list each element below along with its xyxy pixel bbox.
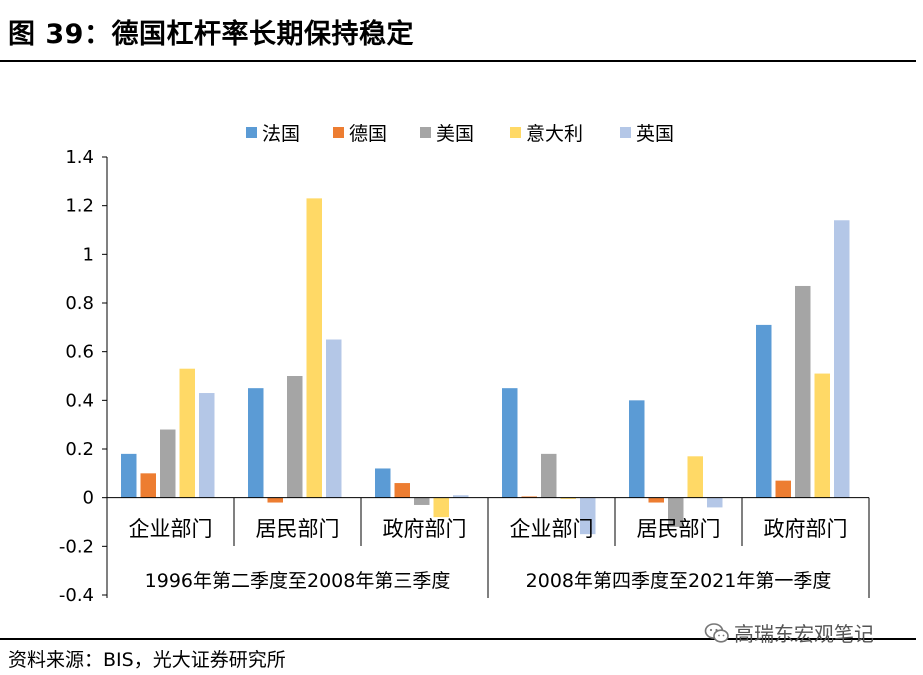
y-axis-ticks: 1.4 1.2 1 0.8 0.6 0.4 0.2 0 -0.2 -0.4 (59, 147, 107, 606)
bar-s3-c4 (687, 456, 703, 498)
y-tick-label-5: 0.4 (65, 390, 94, 411)
bar-s1-c4 (648, 497, 664, 503)
title-rule (0, 60, 916, 62)
bar-s0-c0 (121, 453, 137, 498)
bar-s0-c2 (375, 468, 391, 498)
group-label-1: 2008年第四季度至2021年第一季度 (526, 570, 832, 592)
bar-s3-c2 (433, 497, 449, 518)
bar-s0-c5 (756, 324, 772, 498)
bar-marks (121, 198, 850, 535)
y-tick-label-6: 0.2 (65, 439, 94, 460)
category-label-3: 企业部门 (510, 517, 594, 541)
chart-axes (106, 157, 870, 598)
y-tick-label-3: 0.8 (65, 293, 94, 314)
bar-s4-c1 (326, 339, 342, 498)
y-tick-label-8: -0.2 (59, 536, 94, 557)
legend-swatch-2 (420, 127, 431, 138)
figure-title: 图 39：德国杠杆率长期保持稳定 (8, 19, 414, 50)
bar-s1-c3 (521, 496, 537, 498)
legend-label-1: 德国 (349, 123, 387, 145)
bar-s3-c0 (179, 368, 195, 498)
y-tick-label-0: 1.4 (65, 147, 94, 168)
y-tick-label-9: -0.4 (59, 585, 94, 606)
y-tick-label-4: 0.6 (65, 342, 94, 363)
watermark-text: 高瑞东宏观笔记 (734, 622, 874, 646)
legend-label-4: 英国 (636, 123, 674, 145)
bar-s2-c3 (541, 453, 557, 498)
bar-s1-c1 (267, 497, 283, 503)
bar-s3-c1 (306, 198, 322, 498)
legend-swatch-1 (333, 127, 344, 138)
source-rule (0, 638, 916, 640)
legend-label-3: 意大利 (526, 123, 583, 145)
bar-s4-c3 (580, 497, 596, 535)
category-label-1: 居民部门 (256, 517, 340, 541)
bar-s4-c4 (707, 497, 723, 508)
bar-s2-c2 (414, 497, 430, 505)
legend-swatch-3 (510, 127, 521, 138)
category-label-0: 企业部门 (129, 517, 213, 541)
group-label-0: 1996年第二季度至2008年第三季度 (145, 570, 451, 592)
category-label-2: 政府部门 (383, 517, 467, 541)
bar-s4-c0 (199, 393, 215, 498)
legend-label-0: 法国 (262, 123, 300, 145)
bar-s3-c3 (560, 497, 576, 499)
category-label-5: 政府部门 (764, 517, 848, 541)
legend-swatch-0 (246, 127, 257, 138)
bar-s4-c2 (453, 495, 469, 498)
y-tick-label-7: 0 (83, 488, 94, 509)
wechat-icon (704, 622, 729, 643)
category-label-4: 居民部门 (637, 517, 721, 541)
y-tick-label-2: 1 (83, 244, 94, 265)
bar-s0-c1 (248, 388, 264, 498)
bar-s2-c0 (160, 429, 176, 498)
bar-s1-c2 (394, 483, 410, 498)
bar-s0-c4 (629, 400, 645, 498)
bar-s1-c5 (775, 480, 791, 498)
source-note: 资料来源：BIS，光大证券研究所 (8, 649, 286, 671)
bar-s4-c5 (834, 220, 850, 498)
bar-s1-c0 (140, 473, 156, 498)
y-tick-label-1: 1.2 (65, 196, 94, 217)
watermark: 高瑞东宏观笔记 (704, 618, 874, 647)
bar-s2-c5 (795, 285, 811, 498)
bar-s3-c5 (814, 373, 830, 498)
legend-swatch-4 (620, 127, 631, 138)
bar-s2-c1 (287, 376, 303, 498)
legend-label-2: 美国 (436, 123, 474, 145)
bar-s2-c4 (668, 497, 684, 527)
chart-legend: 法国 德国 美国 意大利 英国 (246, 123, 674, 145)
category-labels: 企业部门 居民部门 政府部门 企业部门 居民部门 政府部门 1996年第二季度至2008年第… (129, 517, 848, 592)
bar-s0-c3 (502, 388, 518, 498)
